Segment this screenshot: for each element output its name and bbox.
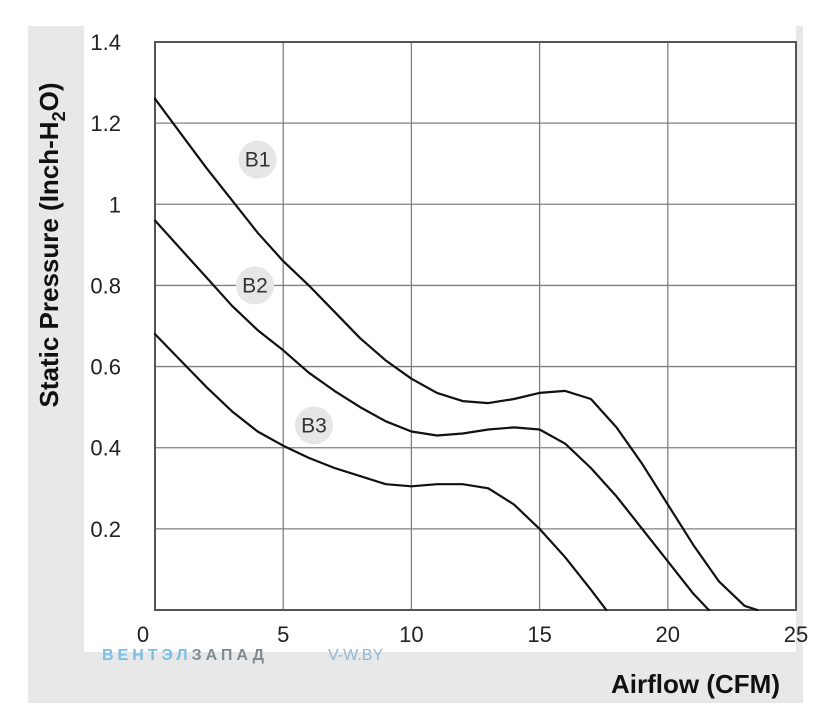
curve-label-b2: B2 bbox=[235, 266, 274, 305]
series-lines bbox=[153, 97, 759, 612]
y-axis-title-subscript: 2 bbox=[49, 111, 69, 121]
plot-area-border bbox=[154, 41, 797, 611]
watermark-brand-light: ВЕНТЭЛ bbox=[102, 647, 192, 664]
curve-labels: B1 B2 B3 bbox=[235, 140, 333, 445]
watermark-brand: ВЕНТЭЛЗАПАД bbox=[102, 647, 268, 664]
y-tick-label: 0.6 bbox=[90, 355, 121, 380]
curve-label-badge bbox=[235, 266, 274, 305]
curve-label-text: B1 bbox=[245, 149, 271, 172]
plot-border bbox=[154, 41, 797, 611]
y-axis-title-main: Static Pressure (Inch-H bbox=[34, 121, 64, 407]
x-tick-label: 15 bbox=[527, 622, 551, 647]
curve-label-text: B2 bbox=[242, 274, 268, 297]
x-tick-label: 25 bbox=[784, 622, 808, 647]
watermark-site: V-W.BY bbox=[328, 647, 383, 664]
y-tick-label: 1 bbox=[109, 192, 121, 217]
x-tick-label: 5 bbox=[277, 622, 289, 647]
series-line-b1 bbox=[153, 97, 759, 612]
series-line-b2 bbox=[153, 219, 710, 612]
watermark-brand-dark: ЗАПАД bbox=[192, 647, 268, 664]
y-tick-labels: 0.2 0.4 0.6 0.8 1 1.2 1.4 bbox=[90, 30, 121, 542]
y-tick-label: 0.8 bbox=[90, 273, 121, 298]
y-axis-title-tail: O) bbox=[34, 83, 64, 112]
x-tick-label: 20 bbox=[656, 622, 680, 647]
plot-panel bbox=[84, 26, 796, 652]
y-tick-label: 1.2 bbox=[90, 111, 121, 136]
series-line-b3 bbox=[153, 333, 608, 612]
x-tick-label: 10 bbox=[399, 622, 423, 647]
curve-label-b3: B3 bbox=[294, 406, 333, 445]
curve-label-b1: B1 bbox=[238, 140, 277, 179]
curve-label-badge bbox=[294, 406, 333, 445]
y-tick-label: 0.4 bbox=[90, 436, 121, 461]
y-tick-label: 0.2 bbox=[90, 517, 121, 542]
y-tick-label: 1.4 bbox=[90, 30, 121, 55]
y-axis-title: Static Pressure (Inch-H2O) bbox=[34, 83, 69, 408]
x-tick-labels: 0 5 10 15 20 25 bbox=[137, 622, 808, 647]
x-tick-label: 0 bbox=[137, 622, 149, 647]
curve-label-badge bbox=[238, 140, 277, 179]
curve-label-text: B3 bbox=[301, 414, 327, 437]
x-axis-title: Airflow (CFM) bbox=[611, 669, 780, 699]
